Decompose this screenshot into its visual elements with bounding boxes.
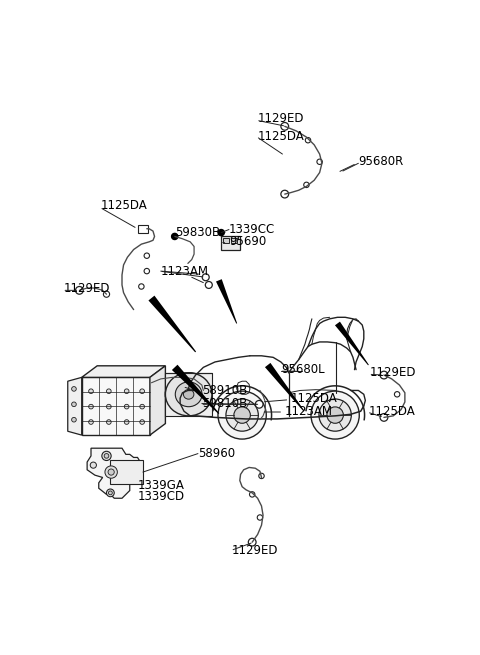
Text: 59810B: 59810B xyxy=(202,397,247,410)
Circle shape xyxy=(218,229,224,236)
Polygon shape xyxy=(148,295,196,352)
Circle shape xyxy=(107,420,111,424)
Circle shape xyxy=(105,466,117,478)
Circle shape xyxy=(144,253,149,258)
Circle shape xyxy=(89,389,93,394)
Ellipse shape xyxy=(175,381,203,407)
Ellipse shape xyxy=(166,373,212,416)
Polygon shape xyxy=(335,322,369,365)
Circle shape xyxy=(102,451,111,460)
Text: 1125DA: 1125DA xyxy=(369,405,415,418)
Bar xyxy=(166,373,212,416)
Circle shape xyxy=(144,269,149,274)
Circle shape xyxy=(72,402,76,407)
Ellipse shape xyxy=(175,382,202,407)
Circle shape xyxy=(123,464,132,472)
Polygon shape xyxy=(265,363,304,411)
Text: 58910B: 58910B xyxy=(202,384,247,397)
Circle shape xyxy=(107,489,114,496)
Circle shape xyxy=(140,389,144,394)
Circle shape xyxy=(89,404,93,409)
Text: 1129ED: 1129ED xyxy=(258,112,304,125)
Text: 1339CD: 1339CD xyxy=(137,490,185,503)
Text: 1125DA: 1125DA xyxy=(101,199,148,212)
Circle shape xyxy=(140,404,144,409)
Polygon shape xyxy=(82,377,150,435)
Text: 58960: 58960 xyxy=(198,447,235,460)
Circle shape xyxy=(107,389,111,394)
Circle shape xyxy=(90,462,96,468)
Text: 1129ED: 1129ED xyxy=(232,544,278,557)
Circle shape xyxy=(124,420,129,424)
Circle shape xyxy=(72,386,76,391)
Circle shape xyxy=(305,138,311,143)
Circle shape xyxy=(257,515,263,520)
Circle shape xyxy=(319,399,351,431)
Circle shape xyxy=(140,420,144,424)
Bar xyxy=(110,460,143,485)
Circle shape xyxy=(108,491,112,495)
Bar xyxy=(221,236,240,250)
Text: 95680L: 95680L xyxy=(281,363,324,376)
Polygon shape xyxy=(216,279,237,324)
Circle shape xyxy=(125,466,130,470)
Polygon shape xyxy=(172,365,219,414)
Text: 95680R: 95680R xyxy=(359,155,404,168)
Polygon shape xyxy=(68,377,82,435)
Circle shape xyxy=(395,392,400,397)
Circle shape xyxy=(311,391,359,439)
Polygon shape xyxy=(87,448,142,498)
Polygon shape xyxy=(150,365,166,435)
Text: 1123AM: 1123AM xyxy=(285,405,333,418)
Circle shape xyxy=(139,284,144,290)
Circle shape xyxy=(281,190,288,198)
Ellipse shape xyxy=(183,390,194,399)
Circle shape xyxy=(380,413,388,421)
Text: 1123AM: 1123AM xyxy=(161,265,209,278)
Text: 1339CC: 1339CC xyxy=(229,223,275,236)
Circle shape xyxy=(172,233,178,240)
Circle shape xyxy=(380,371,388,379)
Circle shape xyxy=(218,391,266,439)
Bar xyxy=(223,238,229,244)
Ellipse shape xyxy=(183,389,194,400)
Text: 1129ED: 1129ED xyxy=(64,282,110,295)
Circle shape xyxy=(103,291,109,297)
Text: 1129ED: 1129ED xyxy=(370,366,417,379)
Circle shape xyxy=(75,286,83,294)
Circle shape xyxy=(248,538,256,546)
Circle shape xyxy=(124,404,129,409)
Circle shape xyxy=(107,404,111,409)
Circle shape xyxy=(255,400,263,408)
Circle shape xyxy=(259,473,264,479)
Circle shape xyxy=(250,492,255,497)
Circle shape xyxy=(104,454,109,458)
Circle shape xyxy=(89,420,93,424)
Circle shape xyxy=(226,399,258,431)
Text: 1125DA: 1125DA xyxy=(291,392,338,405)
Circle shape xyxy=(317,159,323,164)
Polygon shape xyxy=(82,365,166,377)
Text: 1125DA: 1125DA xyxy=(258,130,304,143)
Text: 1339GA: 1339GA xyxy=(137,479,184,492)
Circle shape xyxy=(304,182,309,187)
Circle shape xyxy=(327,407,343,423)
Bar xyxy=(230,238,237,244)
Text: 95690: 95690 xyxy=(229,235,266,248)
Ellipse shape xyxy=(166,373,212,416)
Circle shape xyxy=(281,122,288,130)
Circle shape xyxy=(108,469,114,475)
Circle shape xyxy=(234,407,251,423)
Circle shape xyxy=(124,389,129,394)
Bar xyxy=(137,225,148,233)
Text: 59830B: 59830B xyxy=(175,226,220,239)
Circle shape xyxy=(72,417,76,422)
Circle shape xyxy=(202,274,209,281)
Circle shape xyxy=(205,282,212,288)
